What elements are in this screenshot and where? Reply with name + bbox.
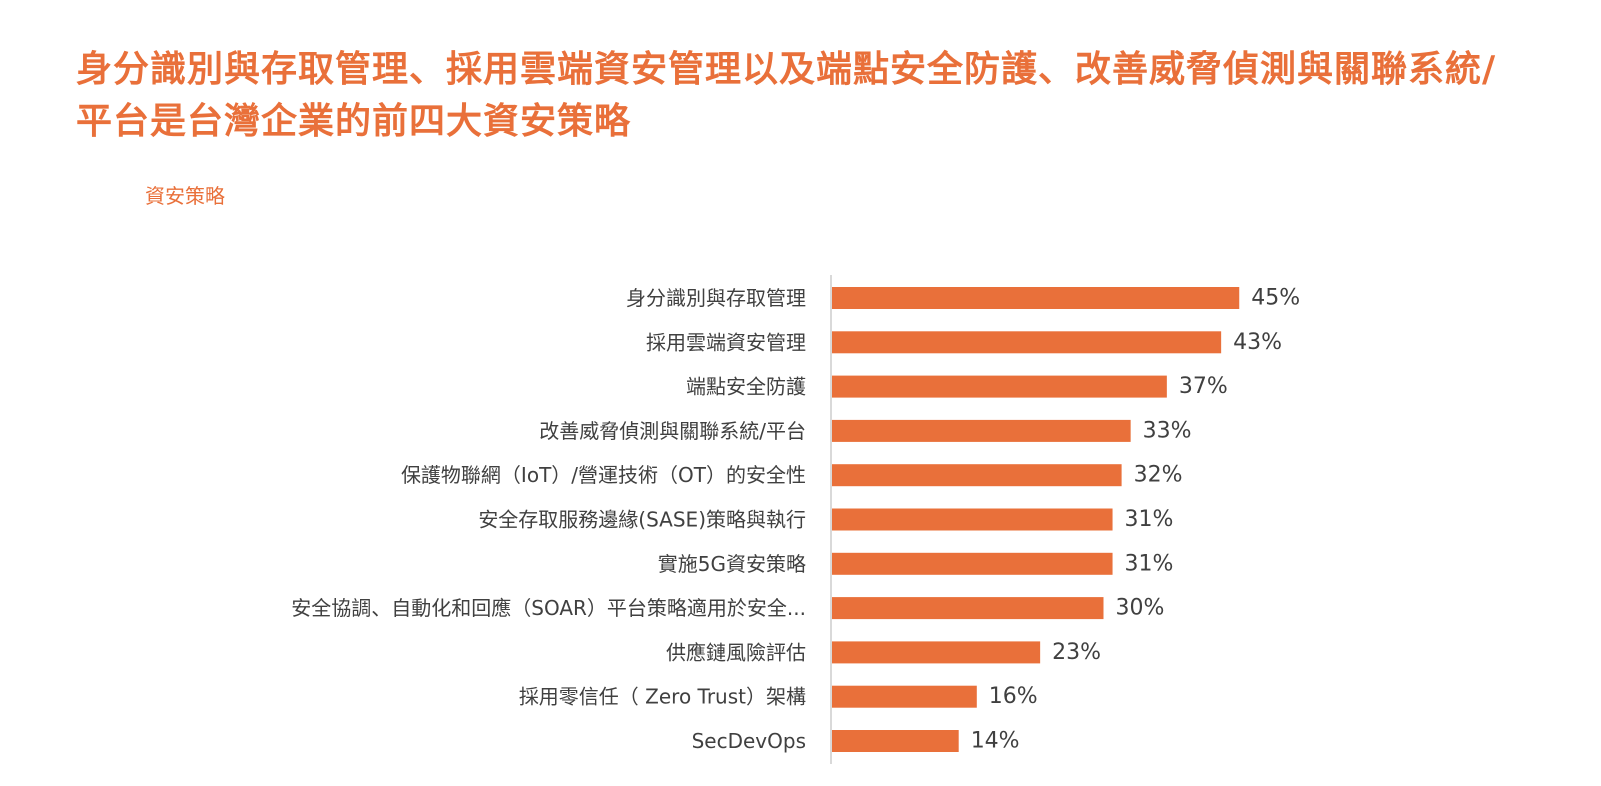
- bar: [832, 331, 1222, 354]
- bar: [832, 730, 959, 752]
- bar: [832, 508, 1113, 531]
- category-label: 採用雲端資安管理: [646, 330, 806, 354]
- category-label: 安全存取服務邊緣(SASE)策略與執行: [478, 508, 806, 532]
- category-label: 安全協調、自動化和回應（SOAR）平台策略適用於安全...: [291, 596, 806, 620]
- category-label: 改善威脅偵測與關聯系統/平台: [539, 419, 806, 443]
- category-label: 端點安全防護: [686, 375, 806, 399]
- page-title: 身分識別與存取管理、採用雲端資安管理以及端點安全防護、改善威脅偵測與關聯系統/平…: [76, 49, 1497, 142]
- data-label: 14%: [971, 729, 1020, 754]
- data-label: 16%: [989, 684, 1038, 709]
- data-label: 31%: [1125, 507, 1174, 532]
- category-label: 採用零信任（ Zero Trust）架構: [519, 685, 806, 709]
- data-label: 32%: [1134, 463, 1183, 488]
- category-label: 保護物聯網（IoT）/營運技術（OT）的安全性: [401, 463, 806, 487]
- bar: [832, 287, 1240, 309]
- data-label: 33%: [1143, 418, 1192, 443]
- category-label: 身分識別與存取管理: [626, 286, 806, 310]
- category-label: SecDevOps: [692, 729, 806, 753]
- category-label: 實施5G資安策略: [658, 552, 806, 576]
- data-label: 37%: [1179, 374, 1228, 399]
- data-label: 45%: [1251, 286, 1300, 311]
- bar: [832, 685, 977, 708]
- bar: [832, 597, 1104, 620]
- bar: [832, 464, 1122, 487]
- chart-subtitle: 資安策略: [145, 184, 225, 208]
- category-label: 供應鏈風險評估: [666, 640, 806, 664]
- bar: [832, 419, 1131, 442]
- bar: [832, 641, 1041, 664]
- bar: [832, 375, 1167, 398]
- data-label: 23%: [1052, 640, 1101, 665]
- data-label: 30%: [1116, 596, 1165, 621]
- data-label: 31%: [1125, 551, 1174, 576]
- bar: [832, 552, 1113, 575]
- data-label: 43%: [1233, 330, 1282, 355]
